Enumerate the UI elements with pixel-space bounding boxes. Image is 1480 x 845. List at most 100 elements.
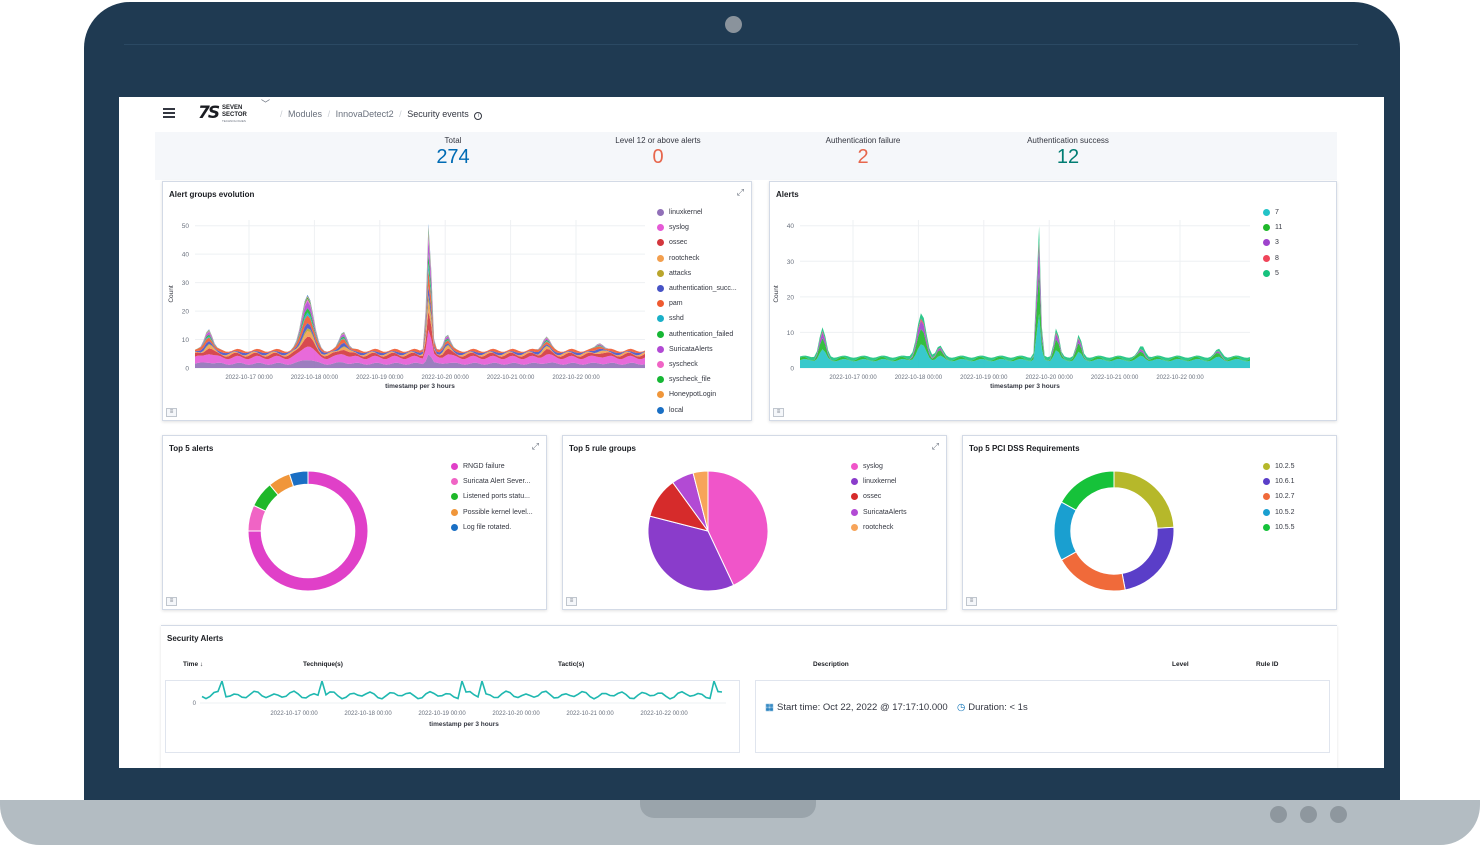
legend-item[interactable]: attacks [657, 266, 737, 281]
legend-item[interactable]: sshd [657, 311, 737, 326]
legend-label: SuricataAlerts [669, 345, 713, 353]
expand-icon[interactable]: ⤢ [736, 187, 744, 197]
top5-pci-donut[interactable] [1049, 466, 1179, 596]
legend-item[interactable]: syscheck_file [657, 372, 737, 387]
legend-item[interactable]: 3 [1263, 235, 1282, 250]
legend-label: Possible kernel level... [463, 508, 533, 516]
legend-item[interactable]: rootcheck [657, 251, 737, 266]
legend-toggle-icon[interactable]: ≡ [166, 408, 177, 417]
legend-swatch [657, 254, 664, 262]
pie-slice [692, 470, 709, 532]
alert-groups-chart[interactable]: 0 10 20 30 40 50 2022-10-17 00:00 2022-10-18 00… [163, 204, 653, 410]
y-tick-label: 0 [193, 701, 197, 707]
stat-level12[interactable]: Level 12 or above alerts 0 [583, 136, 733, 169]
legend-label: syscheck [669, 360, 698, 368]
legend-toggle-icon[interactable]: ≡ [773, 408, 784, 417]
screen: 7S SEVEN SECTOR TECHNOLOGIES ﹀ / Modules … [119, 97, 1384, 768]
legend-label: 3 [1275, 239, 1279, 247]
legend-item[interactable]: ossec [657, 235, 737, 250]
legend-item[interactable]: 10.5.2 [1263, 505, 1294, 520]
legend-swatch [657, 209, 664, 217]
breadcrumb-agent[interactable]: InnovaDetect2 [335, 109, 394, 119]
stat-auth-success[interactable]: Authentication success 12 [993, 136, 1143, 169]
legend-item[interactable]: SuricataAlerts [657, 342, 737, 357]
legend-item[interactable]: syslog [657, 220, 737, 235]
y-tick-label: 40 [182, 252, 190, 259]
legend-item[interactable]: 10.6.1 [1263, 474, 1294, 489]
column-header-description[interactable]: Description [813, 661, 849, 668]
legend-label: ossec [669, 239, 688, 247]
legend-swatch [657, 269, 664, 277]
legend-toggle-icon[interactable]: ≡ [566, 597, 577, 606]
stat-total[interactable]: Total 274 [378, 136, 528, 169]
legend-label: syslog [863, 463, 883, 471]
column-header-tactics[interactable]: Tactic(s) [558, 661, 585, 668]
legend-item[interactable]: ossec [851, 489, 907, 504]
legend-toggle-icon[interactable]: ≡ [966, 597, 977, 606]
legend-item[interactable]: HoneypotLogin [657, 387, 737, 402]
column-header-rule-id[interactable]: Rule ID [1256, 661, 1279, 668]
legend-item[interactable]: 5 [1263, 266, 1282, 281]
seven-sector-logo[interactable]: 7S SEVEN SECTOR TECHNOLOGIES [198, 103, 254, 123]
pie-slice [707, 470, 769, 586]
legend-item[interactable]: 10.2.7 [1263, 489, 1294, 504]
x-tick-label: 2022-10-18 00:00 [895, 375, 943, 381]
y-axis-label: Count [168, 285, 175, 303]
x-tick-label: 2022-10-21 00:00 [487, 375, 535, 381]
legend-item[interactable]: authentication_failed [657, 327, 737, 342]
legend-item[interactable]: RNGD failure [451, 459, 533, 474]
legend-top5-alerts: RNGD failure Suricata Alert Sever... Liste… [451, 459, 533, 535]
chevron-down-icon[interactable]: ﹀ [261, 99, 271, 109]
legend-item[interactable]: local [657, 402, 737, 417]
area-series [800, 240, 1250, 361]
x-tick-label: 2022-10-20 00:00 [492, 711, 540, 717]
y-axis-label: Count [773, 285, 780, 303]
legend-item[interactable]: authentication_succ... [657, 281, 737, 296]
info-icon[interactable]: i [474, 112, 483, 120]
area-series [195, 229, 645, 352]
legend-item[interactable]: linuxkernel [657, 205, 737, 220]
legend-item[interactable]: linuxkernel [851, 474, 907, 489]
legend-swatch [657, 224, 664, 232]
legend-item[interactable]: Possible kernel level... [451, 505, 533, 520]
legend-item[interactable]: 10.5.5 [1263, 520, 1294, 535]
top5-rules-pie[interactable] [643, 466, 773, 596]
x-tick-label: 2022-10-22 00:00 [1156, 375, 1204, 381]
legend-swatch [657, 239, 664, 247]
legend-swatch [1263, 269, 1270, 277]
legend-item[interactable]: Listened ports statu... [451, 489, 533, 504]
legend-label: 10.2.5 [1275, 463, 1295, 471]
legend-item[interactable]: syslog [851, 459, 907, 474]
legend-toggle-icon[interactable]: ≡ [166, 597, 177, 606]
column-header-time[interactable]: Time ↓ [183, 661, 204, 668]
expand-icon[interactable]: ⤢ [531, 441, 539, 451]
breadcrumb-modules[interactable]: Modules [288, 109, 323, 119]
top5-alerts-donut[interactable] [243, 466, 373, 596]
legend-label: ossec [863, 493, 882, 501]
legend-item[interactable]: 8 [1263, 251, 1282, 266]
area-series [800, 313, 1250, 368]
area-series [195, 263, 645, 352]
event-detail-panel: ▦ Start time: Oct 22, 2022 @ 17:17:10.000… [755, 680, 1330, 753]
column-header-level[interactable]: Level [1172, 661, 1189, 668]
legend-item[interactable]: 11 [1263, 220, 1282, 235]
stat-auth-failure[interactable]: Authentication failure 2 [788, 136, 938, 169]
stat-value: 12 [1056, 146, 1080, 168]
hamburger-menu-icon[interactable] [163, 108, 175, 118]
alerts-chart[interactable]: 0 10 20 30 40 2022-10-17 00:00 2022-10-18 00:0… [770, 204, 1255, 410]
legend-item[interactable]: Suricata Alert Sever... [451, 474, 533, 489]
legend-item[interactable]: pam [657, 296, 737, 311]
legend-item[interactable]: syscheck [657, 357, 737, 372]
mini-timeline-panel: 0 10 2022-10-17 00:00 2022-10-18 00:00 2022-… [165, 680, 740, 753]
column-header-techniques[interactable]: Technique(s) [303, 661, 343, 668]
legend-item[interactable]: Log file rotated. [451, 520, 533, 535]
panel-title: Alerts [776, 190, 799, 199]
breadcrumb: / Modules / InnovaDetect2 / Security eve… [277, 109, 483, 120]
legend-item[interactable]: 7 [1263, 205, 1282, 220]
mini-timeline-chart[interactable]: 0 10 2022-10-17 00:00 2022-10-18 00:00 2022-… [166, 681, 741, 741]
expand-icon[interactable]: ⤢ [931, 441, 939, 451]
legend-item[interactable]: 10.2.5 [1263, 459, 1294, 474]
legend-item[interactable]: SuricataAlerts [851, 505, 907, 520]
legend-item[interactable]: rootcheck [851, 520, 907, 535]
top-bar: 7S SEVEN SECTOR TECHNOLOGIES ﹀ / Modules … [119, 97, 1384, 132]
